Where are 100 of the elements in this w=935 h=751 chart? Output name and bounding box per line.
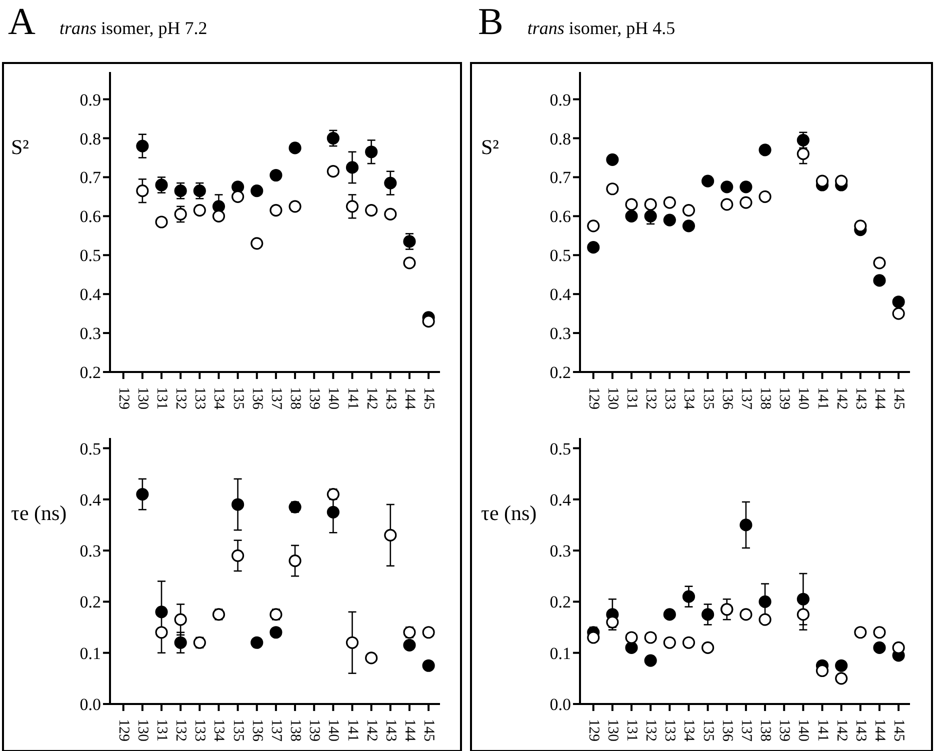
point xyxy=(720,180,734,194)
point xyxy=(606,182,619,196)
point xyxy=(625,631,638,644)
x-tick-label: 144 xyxy=(401,719,418,742)
point xyxy=(346,200,359,213)
point xyxy=(155,626,168,639)
x-tick-label: 137 xyxy=(268,387,284,410)
x-tick-label: 139 xyxy=(306,719,322,742)
x-tick-label: 130 xyxy=(134,719,150,742)
point xyxy=(155,216,168,228)
x-tick-label: 140 xyxy=(795,719,812,742)
y-tick-label: 0.4 xyxy=(550,285,572,304)
point xyxy=(758,613,772,626)
point xyxy=(796,608,810,621)
point xyxy=(587,631,600,644)
y-axis-title: S² xyxy=(11,134,29,159)
point xyxy=(835,174,848,188)
point xyxy=(155,606,168,618)
point xyxy=(250,184,264,198)
x-tick-label: 132 xyxy=(642,719,659,742)
point xyxy=(270,168,282,182)
y-tick-label: 0.2 xyxy=(550,363,571,382)
point xyxy=(835,659,848,672)
y-axis-title: S² xyxy=(481,134,499,159)
point xyxy=(663,608,676,621)
point xyxy=(796,148,810,160)
point xyxy=(740,608,752,621)
y-axis-title: τe (ns) xyxy=(11,500,67,525)
x-tick-label: 133 xyxy=(192,387,208,410)
point xyxy=(403,638,416,652)
y-tick-label: 0.5 xyxy=(80,246,101,266)
point xyxy=(232,549,244,562)
point xyxy=(422,659,435,672)
point xyxy=(326,132,340,145)
x-tick-label: 145 xyxy=(420,719,437,742)
point xyxy=(365,204,378,217)
point xyxy=(403,256,416,270)
point xyxy=(663,196,676,209)
y-tick-label: 0.0 xyxy=(80,695,101,714)
x-tick-label: 134 xyxy=(680,719,697,742)
point xyxy=(136,488,149,501)
point xyxy=(270,204,282,217)
x-tick-label: 144 xyxy=(871,387,888,410)
x-tick-label: 140 xyxy=(325,387,342,410)
y-tick-label: 0.0 xyxy=(550,695,571,714)
point xyxy=(740,518,752,532)
x-tick-label: 143 xyxy=(382,387,398,410)
x-tick-label: 135 xyxy=(230,387,246,410)
x-tick-label: 142 xyxy=(833,719,850,742)
point xyxy=(682,636,696,649)
point xyxy=(232,498,244,511)
x-tick-label: 141 xyxy=(814,387,830,410)
y-tick-label: 0.6 xyxy=(80,207,101,226)
y-tick-label: 0.4 xyxy=(550,490,572,510)
x-tick-label: 129 xyxy=(115,719,132,742)
y-tick-label: 0.8 xyxy=(80,129,101,148)
y-tick-label: 0.3 xyxy=(80,324,101,344)
x-tick-label: 139 xyxy=(306,387,322,410)
x-tick-label: 138 xyxy=(757,387,774,410)
x-tick-label: 136 xyxy=(718,719,735,742)
point xyxy=(270,626,282,639)
x-tick-label: 143 xyxy=(852,387,868,410)
point xyxy=(625,210,638,222)
x-tick-label: 135 xyxy=(700,719,716,742)
x-tick-label: 145 xyxy=(890,719,907,742)
x-tick-label: 135 xyxy=(230,719,246,742)
y-tick-label: 0.3 xyxy=(550,324,571,344)
point xyxy=(873,274,886,287)
point xyxy=(587,220,600,232)
x-tick-label: 134 xyxy=(680,387,697,410)
y-tick-label: 0.3 xyxy=(550,542,571,561)
point xyxy=(422,626,435,639)
point xyxy=(422,315,435,328)
chart-title: A xyxy=(8,0,36,44)
point xyxy=(136,140,149,152)
x-tick-label: 137 xyxy=(738,719,754,742)
point xyxy=(758,595,772,608)
point xyxy=(873,626,886,639)
chart-subtitle: trans isomer, pH 4.5 xyxy=(527,18,676,39)
x-tick-label: 131 xyxy=(154,719,170,742)
point xyxy=(606,153,619,166)
point xyxy=(702,174,714,188)
x-tick-label: 141 xyxy=(814,719,830,742)
x-tick-label: 140 xyxy=(795,387,812,410)
x-tick-label: 136 xyxy=(718,387,735,410)
y-tick-label: 0.2 xyxy=(550,592,571,612)
point xyxy=(136,184,149,198)
y-tick-label: 0.2 xyxy=(80,363,101,382)
point xyxy=(758,190,772,203)
x-tick-label: 143 xyxy=(852,719,868,742)
point xyxy=(193,184,206,198)
point xyxy=(873,256,886,270)
point xyxy=(250,636,264,649)
x-tick-label: 142 xyxy=(363,719,380,742)
point xyxy=(288,142,302,154)
x-tick-label: 131 xyxy=(624,387,640,410)
y-tick-label: 0.6 xyxy=(550,207,571,226)
point xyxy=(326,165,340,178)
point xyxy=(816,664,829,678)
point xyxy=(384,176,397,190)
